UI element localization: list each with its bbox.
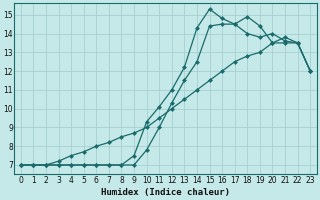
X-axis label: Humidex (Indice chaleur): Humidex (Indice chaleur) bbox=[101, 188, 230, 197]
